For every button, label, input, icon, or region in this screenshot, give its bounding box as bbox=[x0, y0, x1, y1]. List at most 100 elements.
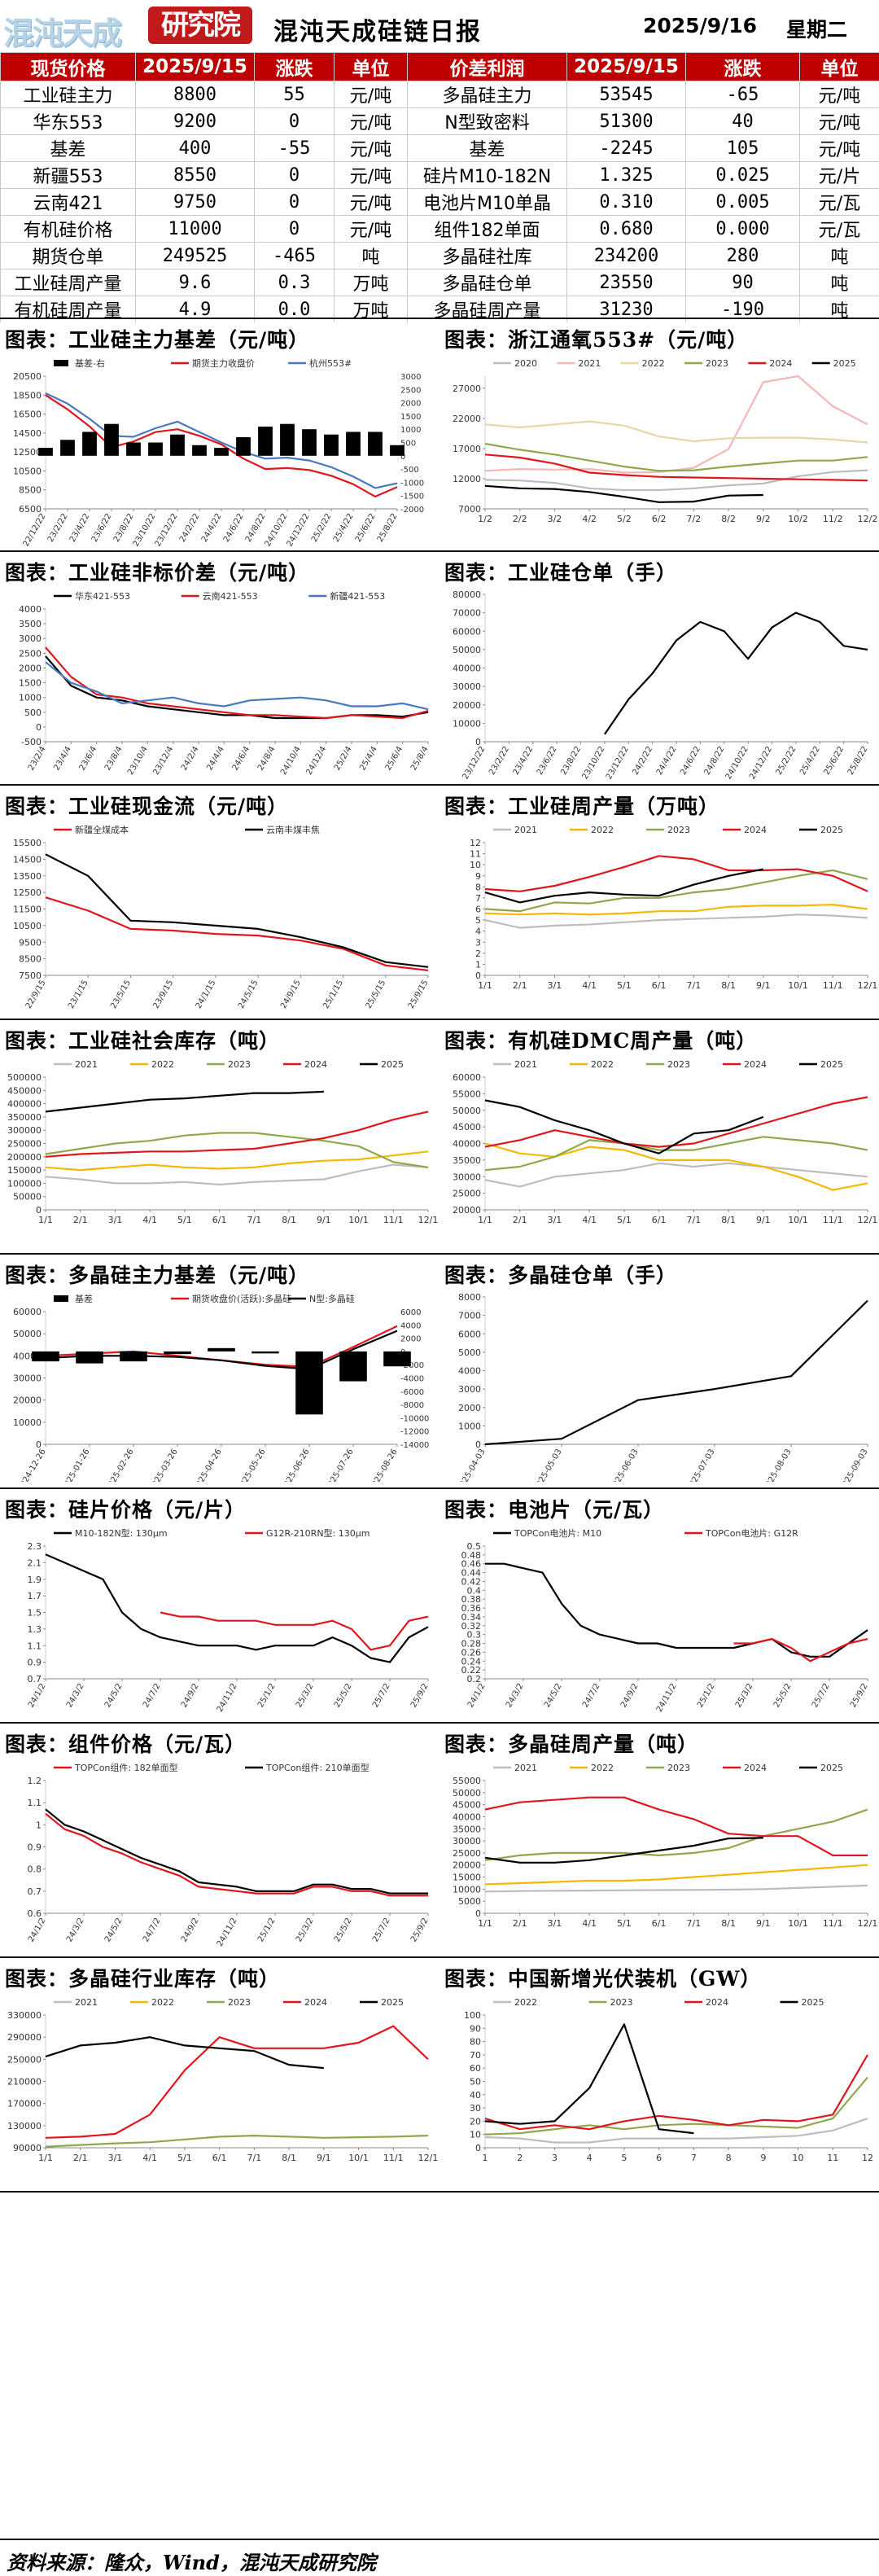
x-tick-label: 25/4/22 bbox=[332, 512, 356, 544]
y-tick-label: 3 bbox=[475, 937, 481, 948]
y-tick-label: 200000 bbox=[7, 1152, 42, 1163]
row-label: 期货仓单 bbox=[1, 243, 136, 269]
y-tick-label: 2500 bbox=[19, 648, 42, 659]
x-tick-label: 25/9/2 bbox=[849, 1682, 870, 1709]
chart-panel-c8: 图表：有机硅DMC周产量（吨） 2021 2022 2023 2024 2025 60000… bbox=[440, 1023, 879, 1247]
table-cell: -465 bbox=[255, 243, 335, 269]
y2-tick-label: 2500 bbox=[400, 386, 421, 395]
row-label: 基差 bbox=[1, 135, 136, 162]
x-tick-label: 24/10/22 bbox=[264, 512, 290, 546]
bar-mark bbox=[208, 1348, 235, 1352]
y-tick-label: 80 bbox=[470, 2037, 481, 2048]
x-tick-label: 23/8/22 bbox=[112, 512, 136, 544]
x-tick-label: 23/6/4 bbox=[78, 745, 99, 772]
x-tick-label: 23/10/4 bbox=[126, 745, 150, 777]
x-tick-label: 25/3/2 bbox=[734, 1682, 755, 1709]
x-tick-label: 6/1 bbox=[652, 1215, 667, 1225]
x-tick-label: 2025-09-03 bbox=[838, 1448, 870, 1482]
x-tick-label: 4/1 bbox=[142, 2153, 157, 2163]
x-tick-label: 23/6/22 bbox=[90, 512, 114, 544]
y2-tick-label: -12000 bbox=[400, 1428, 429, 1437]
series-line bbox=[485, 1163, 868, 1187]
series-line bbox=[485, 376, 868, 473]
bar-mark bbox=[346, 432, 361, 455]
table-cell: 0.3 bbox=[255, 269, 335, 296]
chart-svg: 2022 2023 2024 202510090807060504030201001 2… bbox=[440, 1992, 879, 2185]
table-cell: 元/吨 bbox=[335, 135, 408, 162]
row-label: 组件182单面 bbox=[408, 216, 567, 243]
x-tick-label: 24/7/2 bbox=[142, 1682, 163, 1709]
report-weekday: 星期二 bbox=[786, 14, 847, 43]
y2-tick-label: -4000 bbox=[400, 1375, 424, 1384]
x-tick-label: 6 bbox=[656, 2153, 662, 2163]
x-tick-label: 9 bbox=[760, 2153, 766, 2163]
x-tick-label: 8/1 bbox=[282, 2153, 296, 2163]
legend-label: 2025 bbox=[381, 1997, 404, 2008]
table-cell: 55 bbox=[255, 81, 335, 108]
legend-label: 2024 bbox=[744, 1763, 767, 1773]
row-divider bbox=[0, 1019, 879, 1020]
x-tick-label: 24/2/22 bbox=[178, 512, 202, 544]
series-line bbox=[46, 2136, 428, 2147]
x-tick-label: 25/5/2 bbox=[333, 1682, 354, 1709]
legend-label: M10-182N型: 130μm bbox=[75, 1527, 168, 1539]
x-tick-label: 4/2 bbox=[582, 514, 597, 524]
y-tick-label: 0.7 bbox=[28, 1886, 42, 1897]
x-tick-label: 25/9/15 bbox=[407, 979, 431, 1010]
y-tick-label: 50000 bbox=[453, 645, 481, 655]
x-tick-label: 11 bbox=[827, 2153, 838, 2163]
y-tick-label: 8000 bbox=[458, 1292, 481, 1303]
table-cell: 万吨 bbox=[335, 269, 408, 296]
series-line bbox=[46, 393, 397, 488]
x-tick-label: 24/5/2 bbox=[543, 1682, 564, 1709]
y-tick-label: 0.9 bbox=[28, 1842, 42, 1853]
x-tick-label: 12/1 bbox=[858, 1215, 878, 1225]
legend-label: 2022 bbox=[151, 1997, 174, 2008]
x-tick-label: 2025-07-03 bbox=[685, 1448, 717, 1482]
y-tick-label: 10 bbox=[470, 860, 481, 870]
legend-label: N型:多晶硅 bbox=[309, 1293, 355, 1304]
table-header-row: 现货价格 2025/9/15 涨跌 单位 价差利润 2025/9/15 涨跌 单位 bbox=[1, 53, 879, 81]
legend-label: 2024 bbox=[304, 1997, 327, 2008]
x-tick-label: 24/5/2 bbox=[103, 1917, 125, 1943]
x-tick-label: 2025-01-26 bbox=[60, 1448, 92, 1482]
y-tick-label: 130000 bbox=[7, 2121, 42, 2131]
chart-panel-c14: 图表：多晶硅周产量（吨） 2021 2022 2023 2024 2025 55000 500… bbox=[440, 1727, 879, 1951]
x-tick-label: 3 bbox=[552, 2153, 558, 2163]
chart-panel-c4: 图表：工业硅仓单（手） 80000 70000 60000 50000 40000 3000… bbox=[440, 555, 879, 779]
y-tick-label: 1.1 bbox=[28, 1798, 42, 1808]
y-tick-label: 40000 bbox=[453, 1812, 481, 1822]
x-tick-label: 2025-02-26 bbox=[104, 1448, 136, 1482]
legend-label: 2024 bbox=[744, 825, 767, 835]
chart-svg: 2021 2022 2023 2024 202512111098765432101/1 2… bbox=[440, 820, 879, 1013]
chart-svg: 新疆全煤成本 云南丰煤丰焦1550014500135001250011500105… bbox=[0, 820, 440, 1013]
bar-mark bbox=[236, 437, 251, 456]
legend-label: 2023 bbox=[667, 1059, 690, 1070]
table-row: 华东553 9200 0 元/吨 N型致密料 51300 40 元/吨 bbox=[1, 108, 879, 135]
x-tick-label: 9/2 bbox=[756, 514, 771, 524]
y-tick-label: 12500 bbox=[13, 887, 42, 898]
y2-tick-label: 1500 bbox=[400, 413, 421, 422]
x-tick-label: 7/1 bbox=[247, 2153, 262, 2163]
table-cell: 8550 bbox=[136, 162, 255, 189]
table-cell: 1.325 bbox=[567, 162, 686, 189]
x-tick-label: 1 bbox=[483, 2153, 488, 2163]
x-tick-label: 1/1 bbox=[478, 1918, 492, 1929]
legend-label: 杭州553# bbox=[309, 357, 352, 369]
y-tick-label: 10500 bbox=[13, 466, 42, 476]
series-line bbox=[485, 454, 868, 480]
y-tick-label: 20000 bbox=[13, 1395, 42, 1406]
x-tick-label: 23/2/22 bbox=[46, 512, 70, 544]
series-line bbox=[46, 662, 428, 709]
x-tick-label: 12/2 bbox=[858, 514, 878, 524]
series-line bbox=[485, 1810, 868, 1860]
y2-tick-label: -10000 bbox=[400, 1414, 429, 1423]
table-cell: 0.005 bbox=[686, 189, 800, 216]
row-label: 基差 bbox=[408, 135, 567, 162]
y-tick-label: 1.9 bbox=[28, 1575, 42, 1585]
table-header-cell: 涨跌 bbox=[686, 53, 800, 81]
x-tick-label: 10/2 bbox=[788, 514, 808, 524]
x-tick-label: 25/2/4 bbox=[333, 745, 354, 772]
chart-panel-c1: 图表：工业硅主力基差（元/吨） 基差-右 期货主力收盘价 杭州553# 20500 185… bbox=[0, 322, 440, 546]
legend-label: 2025 bbox=[820, 1059, 843, 1070]
